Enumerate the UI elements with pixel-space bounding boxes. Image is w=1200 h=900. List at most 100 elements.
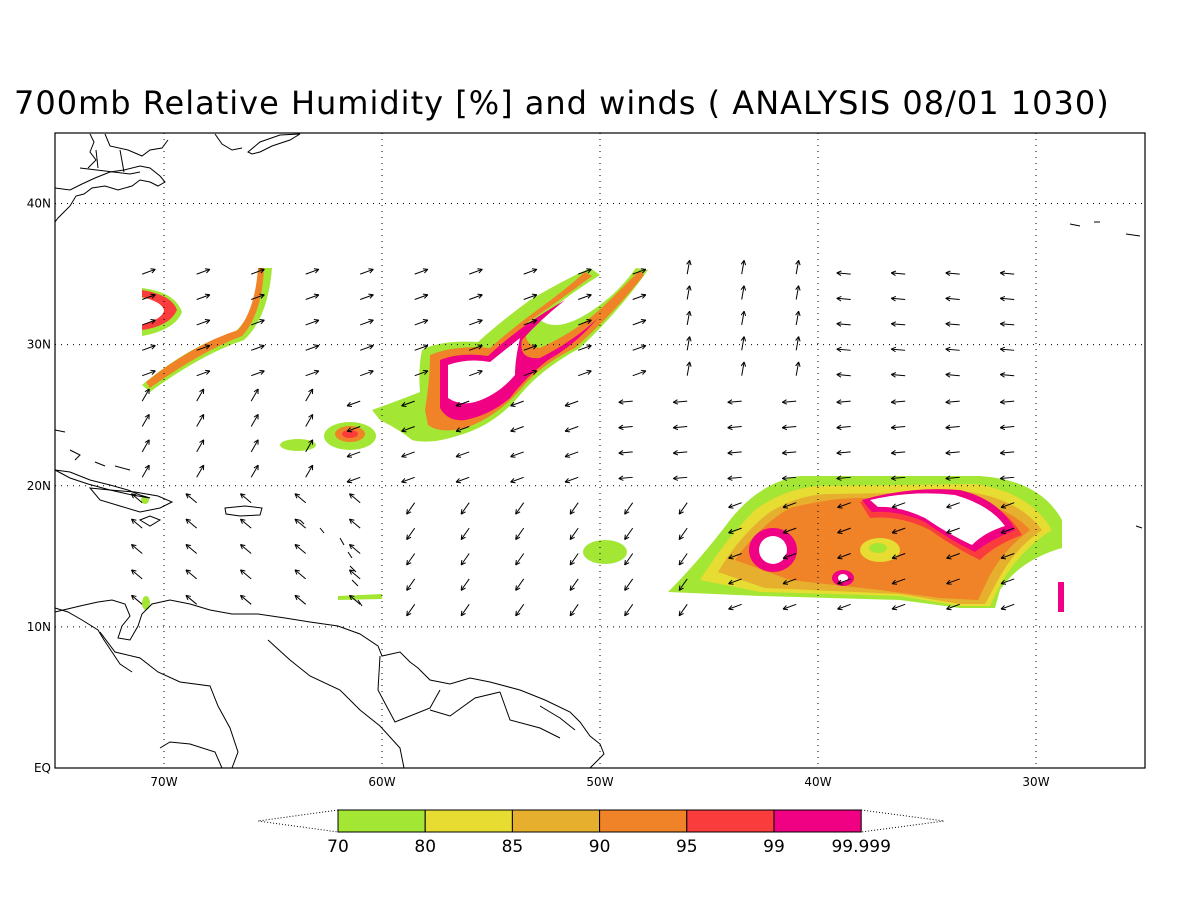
coast-lesser-antilles xyxy=(299,519,363,607)
coast-hispaniola xyxy=(88,487,174,513)
wind-arrow xyxy=(515,578,525,591)
wind-arrow xyxy=(618,399,633,405)
wind-arrow xyxy=(251,344,265,351)
lon-tick-label: 50W xyxy=(586,775,613,789)
wind-arrow xyxy=(945,399,960,405)
wind-arrow xyxy=(624,527,634,541)
wind-arrow xyxy=(360,268,374,275)
wind-arrow xyxy=(782,603,797,611)
wind-arrow xyxy=(460,578,470,591)
coast-jamaica xyxy=(138,515,162,527)
wind-arrow xyxy=(678,553,688,566)
humidity-moist-core-east xyxy=(870,493,1005,545)
lat-tick-label: 30N xyxy=(27,338,51,352)
wind-arrow xyxy=(305,413,314,427)
wind-arrow xyxy=(728,527,742,535)
wind-arrow xyxy=(131,569,143,580)
wind-arrow xyxy=(141,439,150,453)
wind-arrow xyxy=(672,399,688,405)
wind-arrow xyxy=(523,319,538,326)
wind-arrow xyxy=(185,518,198,529)
wind-arrow xyxy=(624,578,634,591)
wind-arrow xyxy=(141,388,150,402)
legend-swatch xyxy=(686,809,775,833)
wind-arrow xyxy=(569,578,579,591)
coastlines xyxy=(54,133,1143,769)
wind-arrow xyxy=(578,293,592,300)
wind-arrow xyxy=(455,400,470,408)
wind-arrow xyxy=(305,464,314,478)
wind-arrow xyxy=(240,569,252,580)
wind-arrow xyxy=(569,553,579,566)
wind-arrow xyxy=(142,369,156,377)
wind-arrow xyxy=(836,372,851,378)
legend-swatch xyxy=(599,809,688,833)
humidity-blob-south xyxy=(583,540,627,564)
wind-arrow xyxy=(782,502,797,509)
wind-arrow xyxy=(728,603,742,611)
wind-arrow xyxy=(406,578,416,591)
wind-arrow xyxy=(523,268,538,275)
wind-arrow xyxy=(349,493,361,504)
wind-arrow xyxy=(624,604,634,617)
wind-arrow xyxy=(185,493,198,504)
state-borders-northeast xyxy=(79,149,141,175)
wind-arrow xyxy=(346,400,361,408)
wind-arrow xyxy=(618,450,633,456)
lon-tick-label: 70W xyxy=(150,775,177,789)
wind-arrow xyxy=(455,451,470,458)
wind-arrow xyxy=(946,578,960,585)
wind-arrow xyxy=(999,450,1015,456)
wind-arrow xyxy=(795,361,801,376)
wind-arrow xyxy=(781,399,797,405)
map-plot-area xyxy=(54,132,1146,769)
wind-arrow xyxy=(740,336,747,351)
wind-arrow xyxy=(740,361,747,376)
lon-tick-label: 30W xyxy=(1022,775,1049,789)
wind-arrow xyxy=(946,502,960,509)
wind-arrow xyxy=(890,295,906,302)
wind-arrow xyxy=(240,544,252,554)
humidity-band-nw-streak xyxy=(142,268,272,392)
wind-arrow xyxy=(142,319,156,326)
wind-arrow xyxy=(999,295,1015,302)
wind-arrow xyxy=(346,426,361,433)
wind-arrow xyxy=(945,424,960,431)
wind-arrow xyxy=(890,450,906,456)
coast-puerto-rico xyxy=(224,505,263,517)
humidity-pocket-1 xyxy=(759,536,787,564)
wind-arrow xyxy=(632,344,647,351)
wind-arrow xyxy=(782,578,797,585)
wind-arrow xyxy=(406,604,416,617)
wind-arrow xyxy=(782,527,797,535)
wind-arrow xyxy=(632,369,647,377)
wind-arrow xyxy=(727,424,742,431)
wind-arrow xyxy=(999,399,1015,405)
wind-arrow xyxy=(686,336,692,351)
wind-arrow xyxy=(251,268,265,275)
wind-arrow xyxy=(414,369,429,377)
humidity-drier-patch-core xyxy=(869,543,887,553)
wind-arrow xyxy=(360,293,374,300)
wind-arrow xyxy=(294,493,307,504)
wind-arrow xyxy=(305,293,320,300)
wind-arrow xyxy=(455,426,470,433)
legend-over-triangle xyxy=(861,809,945,833)
wind-arrow xyxy=(999,346,1015,353)
wind-arrow xyxy=(837,553,851,560)
wind-arrow xyxy=(401,400,415,408)
wind-arrow xyxy=(251,369,265,377)
wind-arrow xyxy=(305,388,314,402)
wind-arrow xyxy=(945,346,960,353)
wind-arrow xyxy=(999,424,1015,431)
lat-lon-grid xyxy=(55,133,1145,768)
wind-arrow xyxy=(515,502,525,515)
wind-arrow xyxy=(196,413,205,427)
wind-arrow xyxy=(837,578,851,585)
wind-arrow xyxy=(1000,603,1015,611)
wind-arrow xyxy=(305,439,314,453)
wind-arrow xyxy=(406,527,416,541)
wind-arrow xyxy=(890,399,906,405)
wind-arrow xyxy=(469,344,483,351)
wind-arrow xyxy=(837,502,851,509)
